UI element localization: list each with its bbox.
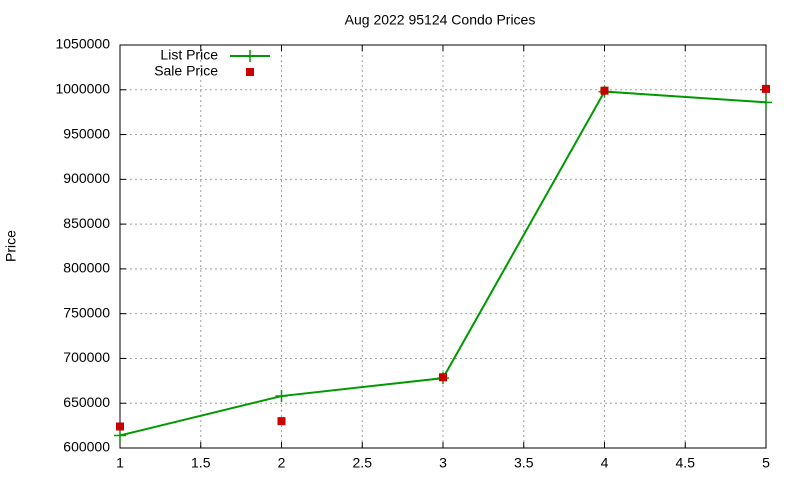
x-tick-label: 3.5	[514, 455, 534, 471]
x-tick-label: 4.5	[676, 455, 696, 471]
data-point	[116, 422, 124, 431]
y-tick-label: 800000	[63, 260, 110, 276]
y-tick-label: 900000	[63, 170, 110, 186]
x-tick-label: 1	[116, 455, 124, 471]
y-tick-label: 700000	[63, 349, 110, 365]
legend-marker	[244, 50, 256, 62]
chart-title: Aug 2022 95124 Condo Prices	[345, 12, 536, 28]
y-tick-label: 1000000	[55, 80, 110, 96]
x-tick-label: 5	[762, 455, 770, 471]
data-point	[277, 417, 286, 426]
y-tick-label: 650000	[63, 394, 110, 410]
x-tick-label: 2.5	[353, 455, 373, 471]
data-point	[600, 86, 609, 95]
plot-frame	[119, 44, 767, 449]
legend-marker	[246, 68, 254, 76]
data-point	[762, 84, 770, 93]
x-tick-label: 2	[278, 455, 286, 471]
data-point	[275, 390, 288, 403]
legend-label: List Price	[160, 47, 218, 63]
data-point	[439, 373, 447, 382]
x-tick-label: 1.5	[191, 455, 211, 471]
y-tick-label: 600000	[63, 439, 110, 455]
y-tick-label: 950000	[63, 125, 110, 141]
data-point	[760, 96, 772, 109]
y-tick-label: 1050000	[55, 36, 110, 52]
y-tick-label: 750000	[63, 304, 110, 320]
x-tick-label: 3	[439, 455, 447, 471]
data-point	[114, 429, 126, 442]
y-tick-label: 850000	[63, 215, 110, 231]
y-axis-label: Price	[3, 230, 19, 262]
legend-label: Sale Price	[154, 63, 218, 79]
x-tick-label: 4	[601, 455, 609, 471]
